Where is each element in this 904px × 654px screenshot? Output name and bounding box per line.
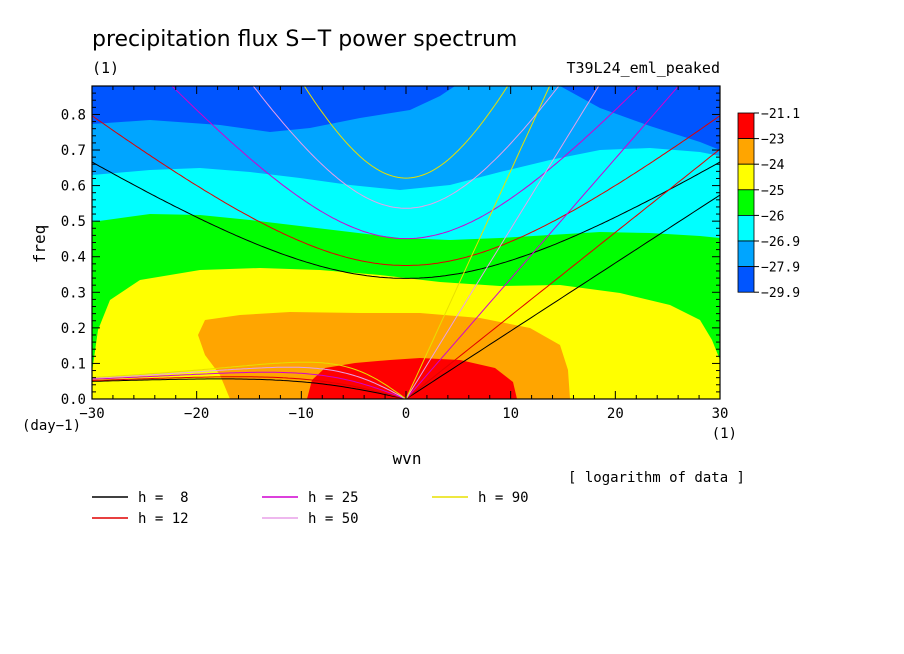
y-tick-label: 0.2 — [61, 321, 86, 337]
colorbar-label: −27.9 — [761, 261, 800, 276]
x-tick-label: 20 — [607, 406, 624, 422]
legend-label: h = 12 — [138, 511, 189, 527]
colorbar-swatch — [737, 214, 755, 242]
x-tick-label: 0 — [402, 406, 410, 422]
x-tick-label: −20 — [184, 406, 209, 422]
dispersion-curves — [92, 86, 720, 399]
colorbar-label: −24 — [761, 158, 785, 173]
colorbar-swatch — [737, 189, 755, 216]
colorbar-swatch — [737, 112, 755, 140]
colorbar-swatch — [737, 138, 755, 165]
y-tick-label: 0.7 — [61, 143, 86, 159]
rossby-wave-curve-h-50 — [92, 366, 407, 399]
colorbar: −21.1 −23 −24 −25 −26 −26.9 −27.9 −29.9 — [737, 107, 800, 301]
x-axis-label: wvn — [393, 449, 422, 468]
x-tick-label: 10 — [502, 406, 519, 422]
y-unit-label: (day−1) — [22, 418, 81, 434]
kelvin-wave-curve-h-25 — [405, 86, 680, 399]
y-tick-label: 0.4 — [61, 250, 86, 266]
y-tick-label: 0.5 — [61, 214, 86, 230]
y-tick-label: 0.3 — [61, 285, 86, 301]
legend-label: h = 25 — [308, 490, 359, 506]
gravity-wave-curve-h-12 — [92, 115, 720, 266]
units-label: (1) — [92, 59, 119, 77]
x-unit-label: (1) — [712, 426, 737, 442]
y-tick-label: 0.8 — [61, 107, 86, 123]
kelvin-wave-curve-h-12 — [405, 148, 720, 399]
contour-fill-7 — [307, 358, 517, 399]
legend-label: h = 8 — [138, 490, 189, 506]
gravity-wave-curve-h-8 — [92, 161, 720, 279]
y-axis-label: freq — [30, 225, 49, 264]
kelvin-wave-curve-h-8 — [405, 194, 720, 399]
legend-label: h = 90 — [478, 490, 529, 506]
colorbar-swatch — [737, 163, 755, 191]
y-tick-label: 0.1 — [61, 356, 86, 372]
rossby-wave-curve-h-25 — [92, 371, 407, 399]
log-note: [ logarithm of data ] — [568, 470, 745, 486]
colorbar-label: −21.1 — [761, 107, 800, 122]
x-tick-label: −10 — [289, 406, 314, 422]
colorbar-label: −23 — [761, 133, 784, 148]
rossby-wave-curve-h-12 — [92, 376, 407, 399]
colorbar-label: −26 — [761, 209, 784, 224]
y-tick-label: 0.0 — [61, 392, 86, 408]
colorbar-label: −29.9 — [761, 286, 800, 301]
rossby-wave-curve-h-90 — [92, 361, 407, 399]
kelvin-wave-curve-h-50 — [405, 86, 600, 399]
legend-label: h = 50 — [308, 511, 359, 527]
axis-ticks: −30 −20 −10 0 10 20 30 0.0 0.1 0.2 0.3 0.4 0.5 0.6 0.7… — [61, 86, 729, 422]
rossby-wave-curve-h-8 — [92, 378, 407, 399]
kelvin-wave-curve-h-90 — [405, 86, 551, 399]
colorbar-swatch — [737, 240, 755, 268]
chart-title: precipitation flux S−T power spectrum — [92, 27, 517, 52]
colorbar-label: −26.9 — [761, 235, 800, 250]
gravity-wave-curve-h-50 — [252, 86, 560, 209]
colorbar-swatch — [737, 266, 755, 293]
x-tick-label: −30 — [79, 406, 104, 422]
legend: h = 8 h = 12 h = 25 h = 50 h = 90 — [92, 490, 529, 527]
x-tick-label: 30 — [712, 406, 729, 422]
contour-fills — [92, 86, 720, 399]
colorbar-label: −25 — [761, 184, 784, 199]
y-tick-label: 0.6 — [61, 179, 86, 195]
experiment-label: T39L24_eml_peaked — [566, 59, 720, 77]
gravity-wave-curve-h-90 — [303, 86, 509, 179]
gravity-wave-curve-h-25 — [171, 86, 641, 240]
